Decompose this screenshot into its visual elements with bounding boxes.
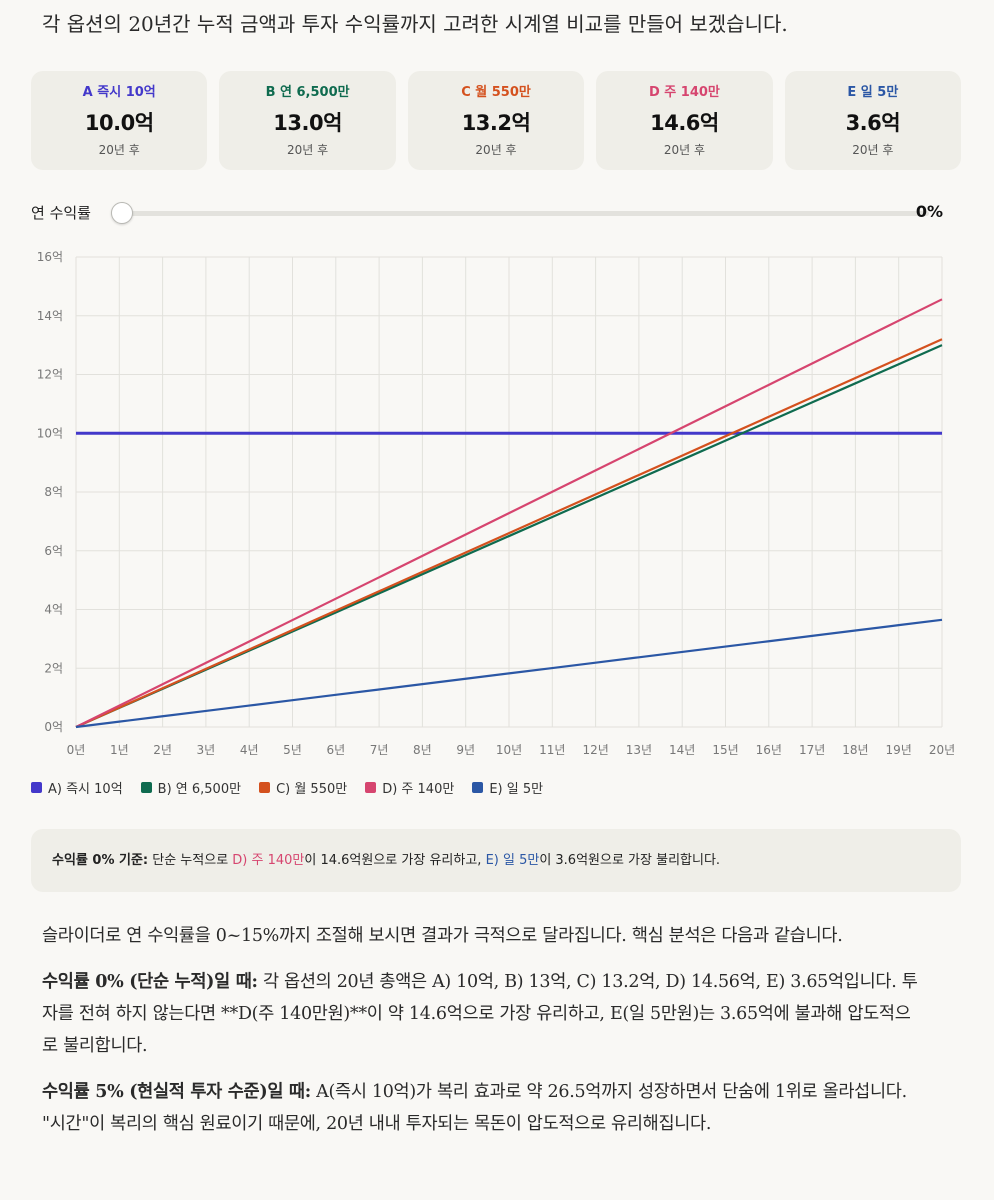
paragraph-3-text: A(즉시 10억)가 복리 효과로 약 26.5억까지 성장하면서 단숨에 1위… [42,1082,907,1134]
slider-value: 0% [915,202,943,221]
x-tick-label: 0년 [67,743,86,757]
slider-thumb[interactable] [111,202,133,224]
x-tick-label: 13년 [626,743,652,757]
summary-text-2: 이 14.6억원으로 가장 유리하고, [304,853,486,868]
legend-item: B) 연 6,500만 [140,778,242,797]
y-tick-label: 12억 [37,368,63,382]
legend-item: A) 즉시 10억 [31,778,123,797]
x-tick-label: 16년 [756,743,782,757]
legend-swatch [31,782,42,793]
x-tick-label: 6년 [326,743,345,757]
card-b: B 연 6,500만 13.0억 20년 후 [219,71,396,170]
card-a: A 즉시 10억 10.0억 20년 후 [31,71,208,170]
summary-text-3: 이 3.6억원으로 가장 불리합니다. [539,853,721,868]
paragraph-2-text: 각 옵션의 20년 총액은 A) 10억, B) 13억, C) 13.2억, … [42,972,918,1056]
y-tick-label: 6억 [44,544,63,558]
return-rate-slider-row: 연 수익률 0% [31,199,961,227]
legend-label: D) 주 140만 [382,782,455,797]
card-value: 3.6억 [845,111,901,135]
legend-label: B) 연 6,500만 [157,782,242,797]
card-value: 13.2억 [461,111,531,135]
analysis-text: 슬라이더로 연 수익률을 0~15%까지 조절해 보시면 결과가 극적으로 달라… [42,920,922,1154]
paragraph-3-heading: 수익률 5% (현실적 투자 수준)일 때: [42,1082,311,1102]
summary-worst: E) 일 5만 [485,853,540,868]
x-tick-label: 7년 [370,743,389,757]
card-sub: 20년 후 [852,143,894,157]
x-tick-label: 19년 [886,743,912,757]
card-label: B 연 6,500만 [265,85,350,100]
paragraph-1: 슬라이더로 연 수익률을 0~15%까지 조절해 보시면 결과가 극적으로 달라… [42,926,843,946]
card-label: C 월 550만 [461,85,531,100]
x-tick-label: 11년 [539,743,565,757]
paragraph-2: 수익률 0% (단순 누적)일 때: 각 옵션의 20년 총액은 A) 10억,… [42,966,922,1062]
card-value: 10.0억 [84,111,154,135]
y-tick-label: 4억 [44,603,63,617]
x-tick-label: 9년 [456,743,475,757]
legend-swatch [365,782,377,793]
card-label: E 일 5만 [847,85,899,100]
x-tick-label: 4년 [240,743,259,757]
summary-best: D) 주 140만 [232,853,305,868]
card-c: C 월 550만 13.2억 20년 후 [407,71,585,170]
y-tick-label: 0억 [44,720,63,734]
card-label: D 주 140만 [648,85,720,100]
line-chart: 0년 1년 2년 3년 4년 5년 6년 7년 8년 9년 10년 11년 12년 13년 14년 15년 16… [37,250,955,757]
summary-box: 수익률 0% 기준: 단순 누적으로 D) 주 140만이 14.6억원으로 가… [31,829,961,892]
x-tick-label: 10년 [496,743,522,757]
card-value: 13.0억 [273,111,342,135]
x-tick-label: 5년 [283,743,302,757]
y-tick-label: 10억 [37,426,63,440]
slider-track[interactable] [121,211,929,216]
x-tick-label: 2년 [153,743,172,757]
card-sub: 20년 후 [98,143,140,157]
x-tick-label: 12년 [582,743,608,757]
card-sub: 20년 후 [663,143,705,157]
x-tick-label: 18년 [842,743,868,757]
y-tick-label: 14억 [37,309,63,323]
card-e: E 일 5만 3.6억 20년 후 [784,71,962,170]
legend-swatch [472,782,484,793]
legend-label: A) 즉시 10억 [48,782,123,797]
card-sub: 20년 후 [475,143,517,157]
slider-label: 연 수익률 [31,204,91,222]
x-tick-label: 3년 [197,743,216,757]
summary-prefix: 수익률 0% 기준: [52,853,149,868]
card-sub: 20년 후 [287,143,329,157]
chart-legend: A) 즉시 10억 B) 연 6,500만 C) 월 550만 D) 주 140만 E)… [31,778,543,797]
legend-item: D) 주 140만 [365,778,454,797]
x-tick-label: 14년 [669,743,695,757]
x-tick-label: 17년 [799,743,825,757]
card-d: D 주 140만 14.6억 20년 후 [596,71,773,170]
y-tick-label: 2억 [44,661,63,675]
y-tick-label: 16억 [37,250,63,264]
card-label: A 즉시 10억 [82,85,156,100]
legend-label: E) 일 5만 [489,782,544,797]
series-line-e [75,618,943,729]
y-tick-label: 8억 [44,485,63,499]
x-tick-label: 8년 [413,743,432,757]
x-tick-label: 1년 [110,743,129,757]
legend-item: E) 일 5만 [472,778,543,797]
summary-cards: A 즉시 10억 10.0억 20년 후 B 연 6,500만 13.0억 20… [31,71,962,170]
legend-swatch [140,782,152,793]
series-line-c [75,338,943,729]
paragraph-2-heading: 수익률 0% (단순 누적)일 때: [42,972,258,992]
x-tick-label: 15년 [712,743,738,757]
series-line-d [75,298,943,728]
summary-text-1: 단순 누적으로 [148,853,233,868]
card-value: 14.6억 [650,111,719,135]
paragraph-3: 수익률 5% (현실적 투자 수준)일 때: A(즉시 10억)가 복리 효과로… [42,1076,922,1140]
legend-label: C) 월 550만 [276,782,348,797]
legend-swatch [259,782,271,793]
intro-text: 각 옵션의 20년간 누적 금액과 투자 수익률까지 고려한 시계열 비교를 만… [42,12,788,36]
x-tick-label: 20년 [929,743,955,757]
legend-item: C) 월 550만 [259,778,347,797]
